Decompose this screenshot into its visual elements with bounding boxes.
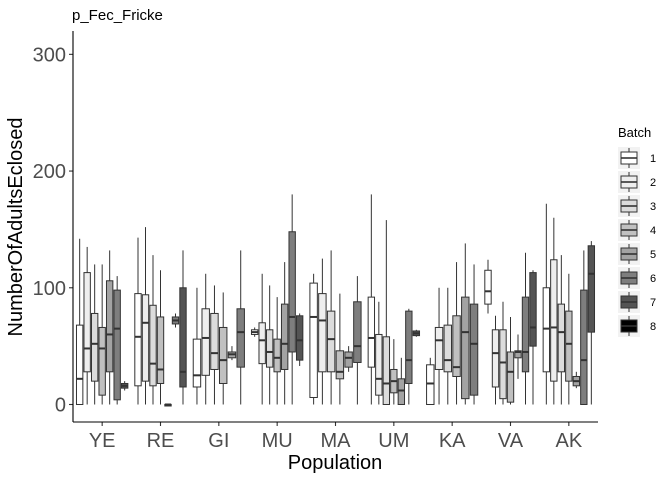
box-re-batch-7 [179,250,187,405]
box-re-batch-4 [156,270,165,405]
legend-item-2: 2 [618,171,656,193]
box-um-batch-4 [390,339,398,405]
legend-label: 8 [650,321,656,333]
box-ma-batch-3 [326,250,336,405]
box-ak-batch-6 [580,250,588,405]
legend-item-5: 5 [618,243,656,265]
box-ye-batch-4 [98,264,106,405]
box-ka-batch-1 [426,357,435,405]
x-tick-label-um: UM [378,430,409,452]
box-ye-batch-6 [113,276,121,405]
box-re-batch-6 [171,313,180,328]
box-ka-batch-6 [469,264,479,405]
box-ma-batch-1 [309,273,318,405]
box-gi-batch-3 [210,285,219,405]
box-ye-batch-1 [75,238,84,405]
box-va-batch-7 [529,270,537,405]
legend-label: 4 [650,225,656,237]
box-ye-batch-5 [105,250,114,405]
box-va-batch-3 [499,301,507,405]
box-mu-batch-1 [250,327,259,337]
box-re-batch-1 [134,237,142,405]
box-ma-batch-6 [353,276,362,405]
box-ma-batch-5 [344,346,353,372]
box-ye-batch-7 [120,381,129,391]
legend-label: 7 [650,297,656,309]
x-tick-label-ak: AK [555,430,582,452]
legend-item-6: 6 [618,267,656,289]
box-gi-batch-6 [236,250,245,405]
box-mu-batch-4 [273,297,281,405]
box-va-batch-4 [506,316,515,405]
legend-item-3: 3 [618,195,656,217]
legend-item-1: 1 [618,147,656,169]
y-tick-label: 0 [55,394,66,416]
x-tick-label-gi: GI [208,430,229,452]
legend-item-8: 8 [618,315,656,337]
box-ak-batch-4 [565,273,573,405]
x-tick-label-re: RE [147,430,175,452]
box-va-batch-2 [491,315,500,405]
box-va-batch-6 [521,252,530,405]
plot-title: p_Fec_Fricke [72,7,163,24]
legend-item-7: 7 [618,291,656,313]
x-tick-label-mu: MU [262,430,293,452]
box-mu-batch-2 [258,273,266,405]
box-gi-batch-1 [192,287,202,405]
box-va-batch-1 [484,259,492,314]
box-ak-batch-2 [550,217,558,405]
box-mu-batch-3 [265,285,274,405]
box-um-batch-5 [397,357,406,405]
box-re-batch-5 [164,403,172,407]
x-tick-label-ka: KA [439,430,466,452]
box-va-batch-5 [514,334,522,379]
box-mu-batch-6 [288,194,296,405]
box-gi-batch-4 [218,292,228,405]
box-ak-batch-5 [572,371,581,389]
box-um-batch-7 [412,329,421,337]
box-ak-batch-7 [587,241,596,405]
x-tick-label-ma: MA [321,430,352,452]
x-axis: YE RE GI MU MA UM KA VA AK [89,422,583,452]
box-um-batch-3 [382,220,391,405]
legend-label: 6 [650,273,656,285]
box-ak-batch-1 [542,203,551,405]
box-ye-batch-3 [90,264,99,405]
box-re-batch-3 [149,255,157,405]
y-axis: 0 100 200 300 [33,44,73,416]
box-ka-batch-3 [443,287,453,405]
box-ak-batch-3 [557,255,566,405]
legend-label: 1 [650,153,656,165]
y-tick-label: 300 [33,44,66,66]
box-mu-batch-5 [280,262,289,405]
box-gi-batch-5 [227,346,237,361]
legend-label: 2 [650,177,656,189]
box-ma-batch-2 [318,258,327,405]
box-re-batch-2 [141,227,150,405]
legend-label: 3 [650,201,656,213]
boxes-layer [75,194,596,407]
x-tick-label-ye: YE [89,430,116,452]
box-mu-batch-7 [295,313,304,366]
x-tick-label-va: VA [498,430,524,452]
box-um-batch-2 [375,301,383,405]
box-ka-batch-2 [434,287,444,405]
box-gi-batch-2 [201,273,210,405]
box-ye-batch-2 [83,246,91,405]
box-ka-batch-5 [461,243,470,405]
y-tick-label: 100 [33,278,66,300]
box-um-batch-6 [405,308,413,405]
x-axis-title: Population [288,452,383,474]
y-tick-label: 200 [33,161,66,183]
box-ma-batch-4 [335,293,345,405]
legend-title: Batch [618,125,651,140]
box-ka-batch-4 [452,262,461,405]
box-um-batch-1 [367,194,376,405]
y-axis-title: NumberOfAdultsEclosed [5,118,27,337]
legend-label: 5 [650,249,656,261]
legend: Batch 1 2 3 4 5 6 7 8 [618,125,656,337]
legend-item-4: 4 [618,219,656,241]
